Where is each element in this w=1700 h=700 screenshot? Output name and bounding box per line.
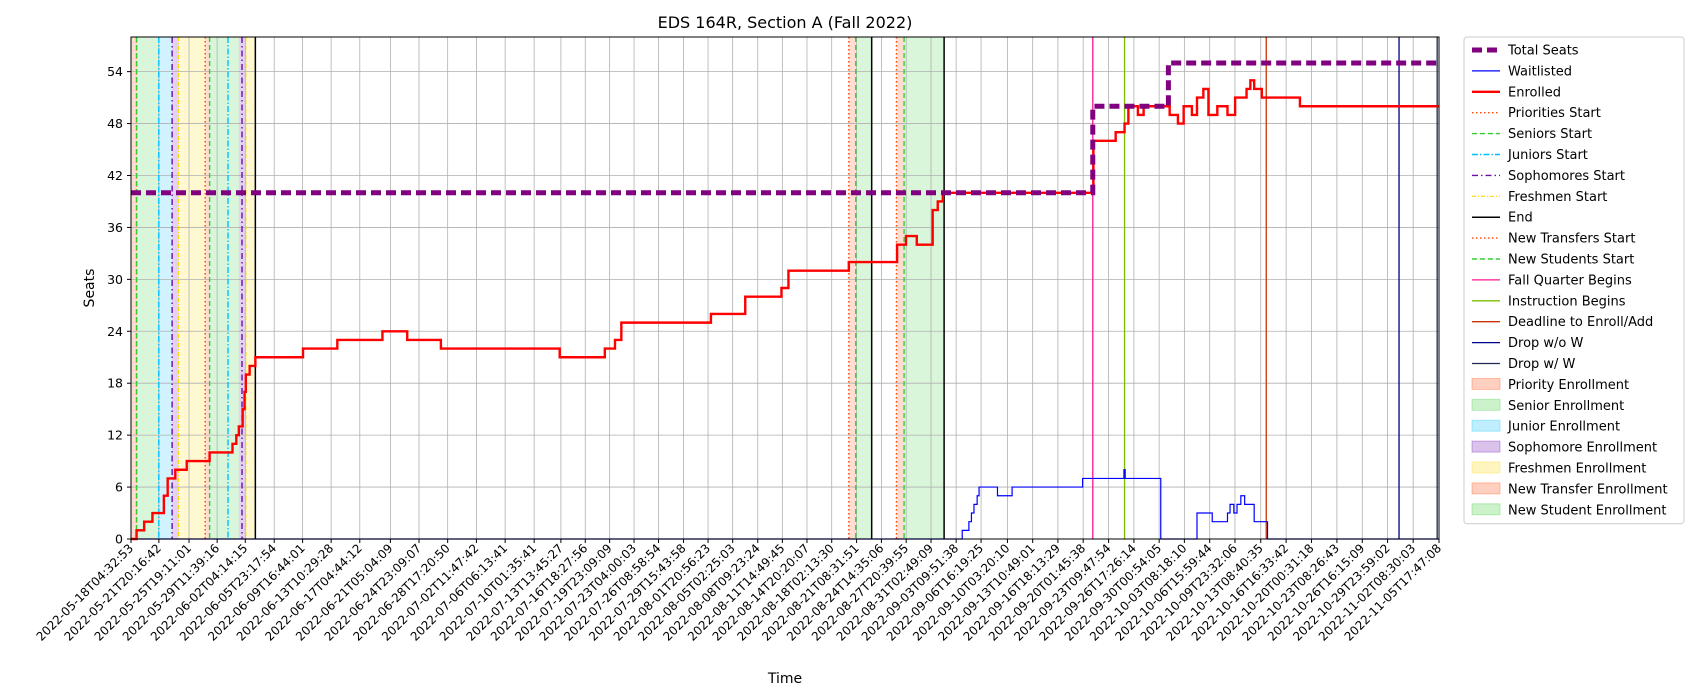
legend-item-sophomore: Sophomores Start (1472, 169, 1625, 184)
legend-item-fall-quarter: Fall Quarter Begins (1472, 273, 1632, 288)
plot-frame (130, 36, 1440, 540)
legend-item-new-student: New Students Start (1472, 253, 1634, 268)
legend-label: New Students Start (1508, 253, 1634, 268)
shade-new-transfer-11 (896, 37, 905, 539)
y-tick-label: 18 (107, 376, 123, 391)
legend-label: Sophomore Enrollment (1508, 441, 1657, 456)
shade-priority-0 (131, 37, 137, 539)
legend-item-instruction: Instruction Begins (1472, 294, 1626, 309)
shade-new-student-12 (904, 37, 945, 539)
legend-item-senior: Senior Enrollment (1471, 398, 1624, 414)
legend-swatch (1471, 461, 1501, 474)
shade-new-transfer-9 (848, 37, 856, 539)
y-tick-label: 54 (107, 64, 123, 79)
y-tick-label: 48 (107, 116, 123, 131)
legend-item-end: End (1472, 211, 1533, 226)
y-tick-label: 36 (107, 220, 123, 235)
series-total (131, 60, 1439, 196)
chart-title: EDS 164R, Section A (Fall 2022) (658, 13, 913, 32)
legend-item-sophomore: Sophomore Enrollment (1471, 440, 1657, 456)
legend-label: New Student Enrollment (1508, 503, 1666, 518)
legend-swatch (1471, 419, 1501, 432)
legend-item-drop-wo-w: Drop w/o W (1472, 336, 1584, 351)
legend-label: New Transfer Enrollment (1508, 482, 1668, 497)
legend-swatch (1471, 440, 1501, 453)
legend-box (1463, 36, 1685, 525)
shade-junior-2 (158, 37, 173, 539)
legend-label: Juniors Start (1507, 148, 1588, 163)
y-tick-label: 30 (107, 272, 123, 287)
shade-freshmen-4 (178, 37, 206, 539)
shade-new-student-10 (855, 37, 872, 539)
legend: Total Seats Waitlisted Enrolled Priorities … (1463, 36, 1685, 525)
legend-item-senior: Seniors Start (1472, 127, 1592, 142)
legend-label: Total Seats (1507, 44, 1579, 59)
series-enrolled (131, 79, 1439, 541)
legend-label: New Transfers Start (1508, 232, 1635, 247)
y-axis-label: Seats (82, 269, 98, 308)
legend-label: Drop w/o W (1508, 336, 1584, 351)
legend-item-new-transfer: New Transfers Start (1472, 232, 1635, 247)
shade-senior-1 (136, 37, 159, 539)
x-axis-label: Time (767, 671, 802, 687)
y-tick-label: 24 (107, 324, 123, 339)
legend-item-new-student: New Student Enrollment (1471, 503, 1666, 518)
shade-sophomore-3 (172, 37, 179, 539)
legend-item-freshmen: Freshmen Enrollment (1471, 461, 1646, 477)
legend-label: Fall Quarter Begins (1508, 273, 1632, 288)
legend-swatch (1471, 377, 1501, 390)
legend-label: Enrolled (1508, 85, 1561, 100)
legend-item-deadline: Deadline to Enroll/Add (1472, 315, 1653, 330)
legend-swatch (1471, 503, 1501, 516)
legend-item-enrolled: Enrolled (1472, 85, 1561, 100)
y-tick-label: 12 (107, 428, 123, 443)
series-waitlisted (131, 469, 1439, 540)
legend-label: Sophomores Start (1508, 169, 1625, 184)
legend-swatch (1471, 482, 1501, 495)
legend-swatch (1471, 398, 1501, 411)
legend-item-new-transfer: New Transfer Enrollment (1471, 482, 1668, 497)
legend-item-junior: Juniors Start (1472, 148, 1588, 163)
y-tick-label: 6 (115, 480, 123, 495)
legend-label: Junior Enrollment (1507, 420, 1620, 435)
legend-label: Waitlisted (1508, 64, 1572, 79)
y-tick-label: 0 (115, 532, 123, 547)
legend-label: End (1508, 211, 1533, 226)
legend-label: Instruction Begins (1508, 294, 1626, 309)
shade-sophomore-7 (238, 37, 246, 539)
x-axis: 2022-05-18T04:32:532022-05-21T20:16:4220… (34, 539, 1444, 644)
legend-item-drop-w-w: Drop w/ W (1472, 357, 1576, 372)
legend-label: Priority Enrollment (1508, 378, 1629, 393)
legend-label: Deadline to Enroll/Add (1508, 315, 1653, 330)
legend-label: Freshmen Start (1508, 190, 1607, 205)
legend-label: Freshmen Enrollment (1508, 462, 1646, 477)
y-axis: 0 6 12 18 24 30 36 42 48 54 (107, 64, 131, 547)
legend-item-junior: Junior Enrollment (1471, 419, 1620, 435)
legend-item-priority: Priority Enrollment (1471, 377, 1629, 393)
shade-senior-6 (209, 37, 239, 539)
legend-label: Drop w/ W (1508, 357, 1576, 372)
series-lines (131, 60, 1439, 541)
legend-label: Seniors Start (1508, 127, 1592, 142)
enrollment-period-shading (131, 37, 945, 539)
legend-label: Priorities Start (1508, 106, 1601, 121)
shade-priority-5 (205, 37, 210, 539)
legend-item-total: Total Seats (1472, 44, 1579, 59)
legend-item-waitlisted: Waitlisted (1472, 64, 1572, 79)
legend-label: Senior Enrollment (1508, 399, 1624, 414)
y-tick-label: 42 (107, 168, 123, 183)
shade-freshmen-8 (245, 37, 256, 539)
legend-item-priority: Priorities Start (1472, 106, 1601, 121)
legend-item-freshmen: Freshmen Start (1472, 190, 1607, 205)
